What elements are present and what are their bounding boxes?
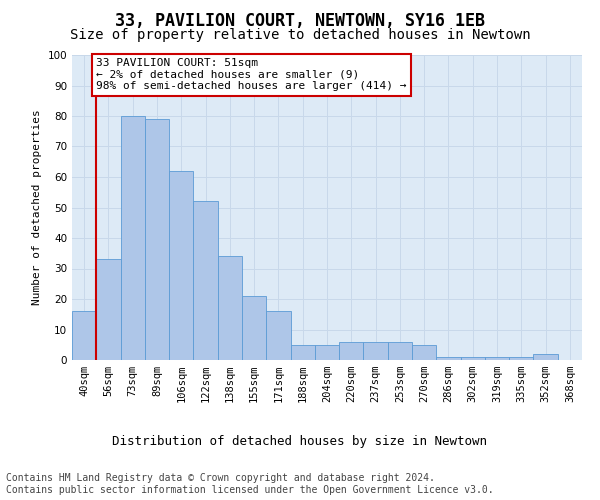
Bar [72, 311, 96, 360]
Bar [461, 357, 485, 360]
Bar [412, 345, 436, 360]
Bar [121, 116, 145, 360]
Text: Distribution of detached houses by size in Newtown: Distribution of detached houses by size … [113, 435, 487, 448]
Bar [509, 357, 533, 360]
Bar [315, 345, 339, 360]
Bar [485, 357, 509, 360]
Bar [364, 342, 388, 360]
Bar [193, 202, 218, 360]
Bar [533, 354, 558, 360]
Bar [388, 342, 412, 360]
Bar [339, 342, 364, 360]
Text: 33, PAVILION COURT, NEWTOWN, SY16 1EB: 33, PAVILION COURT, NEWTOWN, SY16 1EB [115, 12, 485, 30]
Bar [218, 256, 242, 360]
Bar [96, 260, 121, 360]
Text: 33 PAVILION COURT: 51sqm
← 2% of detached houses are smaller (9)
98% of semi-det: 33 PAVILION COURT: 51sqm ← 2% of detache… [96, 58, 407, 91]
Bar [290, 345, 315, 360]
Text: Contains HM Land Registry data © Crown copyright and database right 2024.
Contai: Contains HM Land Registry data © Crown c… [6, 474, 494, 495]
Bar [169, 171, 193, 360]
Y-axis label: Number of detached properties: Number of detached properties [32, 110, 42, 306]
Bar [145, 119, 169, 360]
Text: Size of property relative to detached houses in Newtown: Size of property relative to detached ho… [70, 28, 530, 42]
Bar [242, 296, 266, 360]
Bar [436, 357, 461, 360]
Bar [266, 311, 290, 360]
